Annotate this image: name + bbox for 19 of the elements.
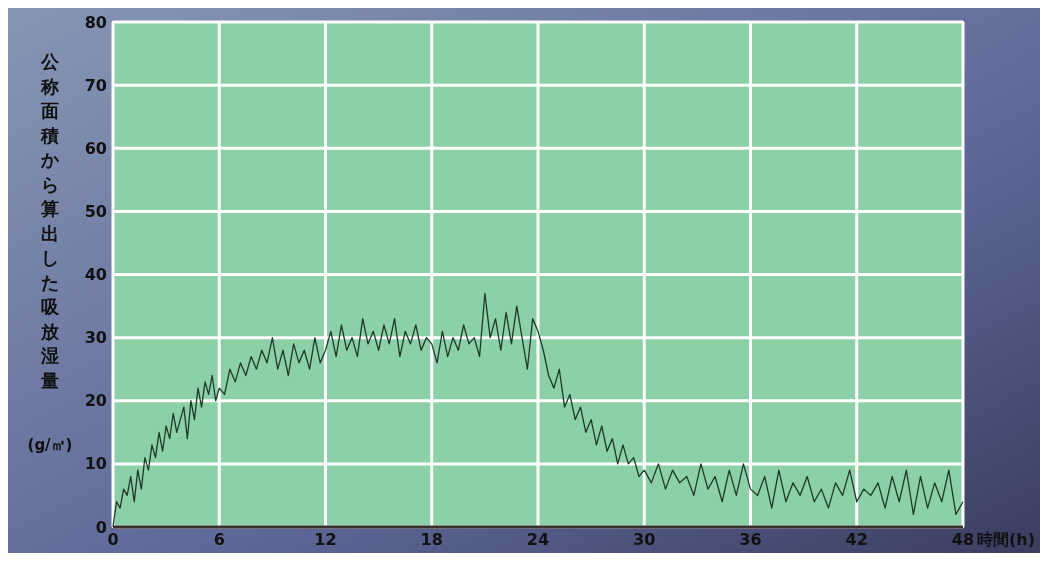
x-axis-title: 時間(h) xyxy=(977,530,1036,549)
x-tick-label: 36 xyxy=(739,530,762,549)
x-tick-label: 0 xyxy=(107,530,119,549)
text: 公称面積から算出した吸放湿量(g/㎡) xyxy=(27,51,73,454)
y-tick-label: 50 xyxy=(84,201,107,221)
x-tick-label: 6 xyxy=(213,530,225,549)
x-tick-label: 30 xyxy=(633,530,656,549)
y-tick-label: 70 xyxy=(84,75,107,95)
y-tick-label: 60 xyxy=(84,138,107,158)
y-tick-label: 40 xyxy=(84,265,107,285)
x-tick-label: 12 xyxy=(314,530,337,549)
x-tick-label: 24 xyxy=(526,530,550,549)
y-tick-label: 20 xyxy=(84,391,107,411)
y-tick-label: 80 xyxy=(84,12,107,32)
x-tick-label: 42 xyxy=(845,530,868,549)
y-tick-label: 10 xyxy=(84,454,107,474)
x-tick-label: 48 xyxy=(951,530,975,549)
y-tick-label: 30 xyxy=(84,328,107,348)
x-tick-label: 18 xyxy=(420,530,443,549)
